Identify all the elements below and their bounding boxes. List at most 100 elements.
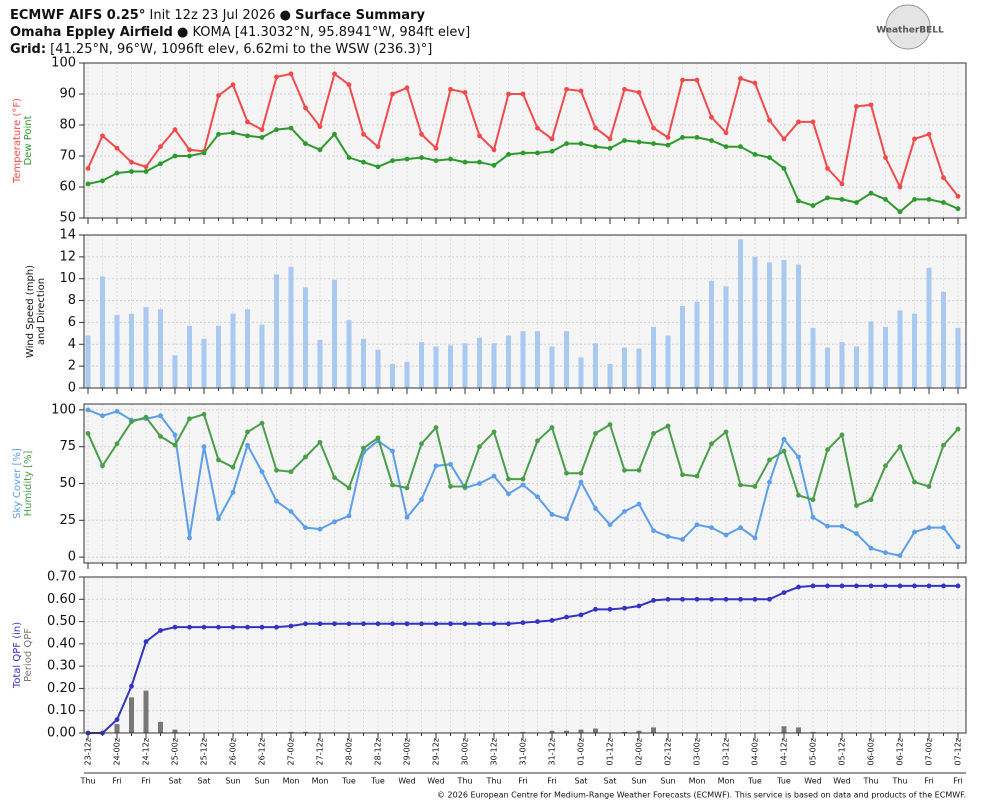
bar	[796, 264, 801, 388]
point	[346, 82, 352, 88]
bar	[404, 361, 410, 388]
point	[172, 442, 178, 448]
point	[346, 621, 352, 627]
point	[578, 141, 584, 147]
point	[288, 71, 294, 77]
point	[752, 80, 758, 86]
weekday-label: Sat	[603, 777, 616, 786]
point	[651, 141, 656, 147]
weekday-label: Tue	[776, 777, 791, 786]
point	[361, 159, 366, 165]
point	[564, 614, 569, 620]
bar	[172, 729, 178, 733]
x-tick-label: 02-00z	[635, 738, 644, 765]
point	[955, 206, 961, 212]
bar	[100, 276, 105, 388]
point	[259, 469, 265, 475]
x-tick-label: 05-00z	[809, 738, 818, 765]
point	[767, 155, 772, 160]
x-tick-label: 07-12z	[954, 738, 963, 765]
point	[332, 621, 337, 627]
point	[201, 444, 207, 450]
bar	[723, 286, 729, 388]
point	[230, 130, 236, 136]
point	[941, 525, 946, 531]
point	[317, 526, 323, 532]
point	[926, 484, 932, 489]
bar	[288, 731, 294, 733]
point	[810, 514, 816, 520]
point	[433, 158, 439, 164]
weekday-label: Mon	[689, 777, 706, 786]
point	[622, 86, 627, 92]
bar	[477, 337, 482, 388]
bar	[85, 335, 91, 388]
weekday-label: Thu	[456, 777, 472, 786]
bar	[607, 363, 613, 388]
point	[694, 77, 700, 83]
point	[114, 441, 120, 447]
x-tick-label: 07-00z	[925, 738, 934, 765]
point	[535, 494, 540, 500]
y-axis-label: Period QPF	[23, 628, 34, 682]
point	[303, 105, 308, 111]
point	[274, 624, 279, 630]
point	[607, 136, 613, 142]
point	[216, 516, 221, 522]
point	[491, 162, 497, 168]
point	[158, 144, 163, 150]
bar	[303, 287, 308, 388]
point	[274, 498, 279, 504]
y-tick-label: 8	[68, 293, 76, 308]
weekday-label: Wed	[804, 777, 821, 786]
point	[680, 77, 685, 83]
point	[361, 621, 366, 627]
point	[158, 628, 163, 633]
x-tick-label: 27-00z	[287, 738, 296, 765]
point	[143, 169, 149, 174]
x-tick-label: 26-12z	[258, 738, 267, 765]
bar	[114, 314, 120, 388]
bar	[346, 320, 352, 388]
bar	[564, 331, 569, 388]
point	[303, 525, 308, 531]
point	[868, 497, 874, 503]
y-tick-label: 60	[59, 180, 76, 195]
product: Surface Summary	[295, 8, 425, 23]
point	[883, 197, 888, 202]
bar	[317, 339, 323, 388]
point	[172, 624, 178, 630]
point	[419, 155, 424, 160]
point	[419, 497, 424, 503]
point	[926, 197, 932, 202]
point	[390, 621, 395, 627]
point	[738, 144, 743, 150]
point	[752, 152, 758, 157]
weekday-label: Sat	[168, 777, 181, 786]
point	[303, 141, 308, 147]
bar	[810, 327, 816, 388]
logo: WeatherBELL	[876, 4, 944, 50]
x-tick-label: 04-12z	[780, 738, 789, 765]
point	[578, 88, 584, 94]
point	[216, 624, 221, 630]
point	[767, 117, 772, 123]
point	[114, 717, 120, 723]
point	[129, 169, 134, 174]
bar	[622, 731, 627, 733]
y-tick-label: 50	[59, 476, 76, 491]
point	[419, 621, 424, 627]
point	[288, 509, 294, 514]
point	[535, 125, 540, 131]
point	[651, 598, 656, 603]
logo-globe	[885, 4, 931, 50]
x-tick-label: 06-00z	[867, 738, 876, 765]
point	[143, 164, 149, 170]
point	[854, 531, 859, 536]
point	[767, 596, 772, 602]
point	[738, 76, 743, 81]
point	[375, 621, 381, 627]
bar	[158, 721, 163, 733]
point	[549, 148, 555, 154]
